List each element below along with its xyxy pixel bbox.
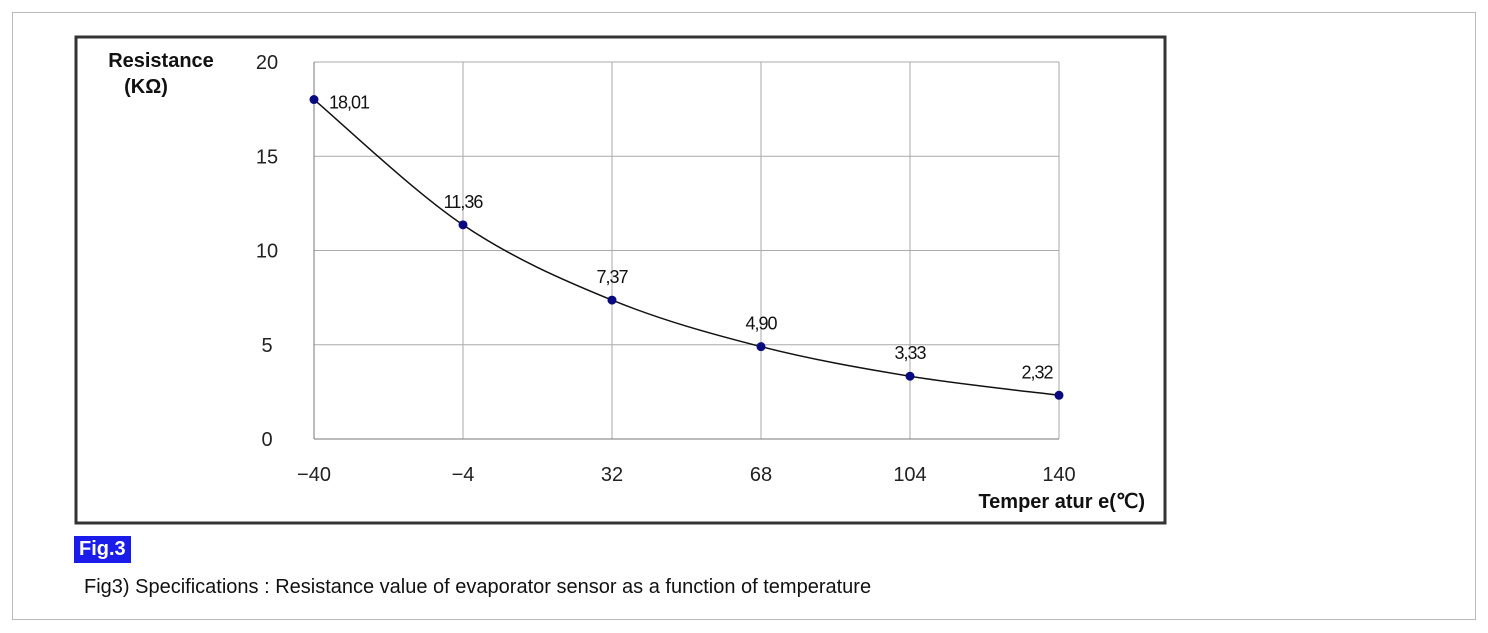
x-tick-label: 140	[1042, 464, 1075, 486]
ticks-layer: 0 5 10 15 20 −40 −4 32 68 104 140	[256, 52, 1076, 486]
data-point	[458, 220, 468, 230]
y-tick-label: 5	[261, 335, 272, 357]
data-point	[607, 295, 617, 305]
data-label: 18,01	[329, 93, 370, 113]
x-tick-label: −40	[297, 464, 331, 486]
x-axis-label: Temper atur e(℃)	[978, 491, 1145, 513]
curve-layer	[313, 98, 1060, 397]
x-tick-label: 68	[750, 464, 772, 486]
grid	[313, 61, 1060, 440]
y-axis-label: Resistance	[108, 50, 214, 72]
y-tick-label: 20	[256, 52, 278, 74]
series-line	[313, 98, 1060, 397]
figure-badge: Fig.3	[74, 536, 131, 563]
data-label: 11,36	[444, 192, 484, 212]
data-label: 7,37	[596, 267, 628, 287]
y-tick-label: 0	[261, 429, 272, 451]
figure-caption: Fig3) Specifications : Resistance value …	[84, 576, 872, 598]
data-label: 2,32	[1021, 362, 1053, 382]
x-tick-label: −4	[452, 464, 475, 486]
data-point	[1054, 390, 1064, 400]
figure-frame	[12, 12, 1476, 620]
data-label: 4,90	[745, 314, 777, 334]
data-point	[309, 95, 319, 105]
y-tick-label: 10	[256, 241, 278, 263]
x-tick-label: 104	[893, 464, 926, 486]
data-label: 3,33	[894, 343, 926, 363]
chart-border	[74, 35, 1167, 525]
y-axis-unit: (KΩ)	[124, 76, 168, 98]
data-point	[756, 342, 766, 352]
x-tick-label: 32	[601, 464, 623, 486]
y-tick-label: 15	[256, 146, 278, 168]
data-point	[905, 371, 915, 381]
points-layer: 18,01 11,36 7,37 4,90 3,33 2,32	[309, 93, 1064, 400]
